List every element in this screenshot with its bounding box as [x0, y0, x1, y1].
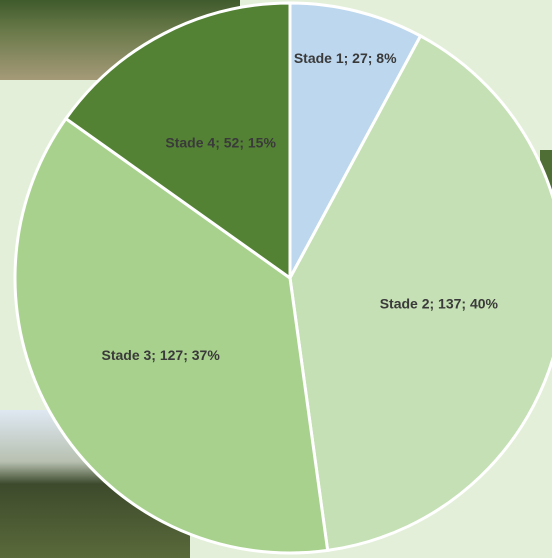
data-label: Stade 4; 52; 15%: [165, 134, 276, 150]
pie: Stade 1; 27; 8% Stade 2; 137; 40% Stade 3;…: [15, 3, 552, 553]
data-label: Stade 3; 127; 37%: [102, 347, 221, 363]
data-label: Stade 2; 137; 40%: [380, 296, 499, 312]
chart: Stade 1; 27; 8% Stade 2; 137; 40% Stade 3;…: [0, 0, 552, 558]
page: {"chart_data": {"type": "pie", "categori…: [0, 0, 552, 558]
data-label: Stade 1; 27; 8%: [294, 50, 397, 66]
